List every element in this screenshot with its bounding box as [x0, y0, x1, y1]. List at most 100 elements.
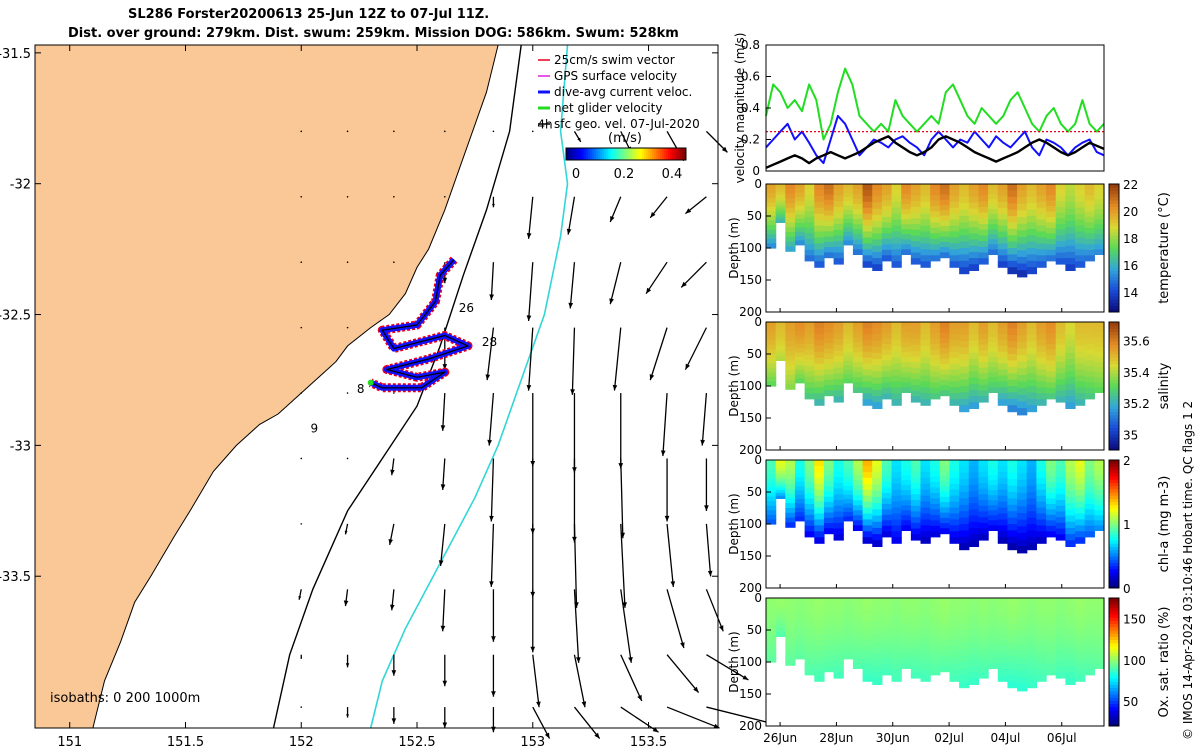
temperature-cell: [862, 231, 873, 239]
chl-a-cell: [872, 460, 883, 467]
oxygen-cell: [1046, 619, 1057, 627]
geo-vector-head: [390, 604, 395, 611]
salinity-cell: [1065, 396, 1076, 403]
oxygen-cell: [833, 643, 844, 651]
salinity-cell: [949, 351, 960, 359]
chl-a-cell: [959, 492, 970, 499]
oxygen-cell: [1055, 609, 1066, 616]
oxygen-cell: [997, 633, 1009, 641]
salinity-colorbar-tick-label: 35.6: [1123, 335, 1150, 349]
salinity-cell: [1046, 382, 1057, 389]
chl-a-cell: [930, 470, 941, 478]
oxygen-y-tick-label: 50: [747, 623, 762, 637]
chl-a-cell: [949, 531, 960, 538]
chl-a-cell: [1075, 501, 1086, 509]
temperature-cell: [843, 218, 854, 224]
chl-a-cell: [1075, 507, 1086, 515]
geo-vector: [666, 706, 720, 729]
oxygen-cell: [1055, 615, 1066, 622]
salinity-cell: [775, 335, 786, 340]
x-tick-label: 151.5: [167, 735, 204, 750]
chl-a-cell: [1084, 531, 1095, 538]
chl-a-colorbar-cell: [1109, 540, 1119, 544]
chl-a-cell: [1007, 530, 1018, 538]
oxygen-cell: [959, 668, 970, 676]
salinity-colorbar-cell: [1109, 344, 1119, 349]
oxygen-cell: [872, 604, 883, 611]
temperature-cell: [939, 199, 951, 206]
salinity-cell: [978, 322, 989, 329]
salinity-cell: [794, 374, 806, 380]
oxygen-cell: [1065, 598, 1076, 605]
oxygen-cell: [949, 657, 960, 664]
temperature-cell: [968, 245, 980, 253]
oxygen-cell: [872, 610, 883, 618]
temperature-cell: [1046, 211, 1057, 218]
chl-a-cell: [910, 528, 922, 535]
chl-a-cell: [881, 470, 893, 478]
temperature-cell: [1026, 228, 1037, 236]
oxygen-cell: [852, 633, 864, 639]
temperature-cell: [891, 207, 902, 215]
oxygen-cell: [823, 619, 835, 625]
salinity-cell: [1007, 322, 1018, 329]
temperature-cell: [1026, 235, 1037, 243]
temperature-cell: [1036, 261, 1047, 268]
salinity-cell: [833, 379, 844, 386]
temperature-cell: [988, 219, 999, 225]
chl-a-cell: [814, 471, 825, 479]
salinity-cell: [766, 344, 777, 351]
salinity-cell: [766, 335, 777, 341]
temperature-cell: [910, 206, 922, 214]
oxygen-cell: [930, 630, 941, 637]
salinity-cell: [939, 337, 951, 344]
oxygen-colorbar-cell: [1109, 700, 1119, 705]
temperature-cell: [1036, 255, 1047, 262]
salinity-cell: [1036, 333, 1047, 341]
oxygen-cell: [833, 632, 844, 639]
temperature-cell: [920, 213, 931, 221]
chl-a-cell: [997, 465, 1009, 473]
chl-a-cell: [843, 512, 854, 518]
salinity-cell: [881, 382, 893, 389]
temperature-colorbar-cell: [1109, 219, 1119, 223]
salinity-cell: [852, 332, 864, 338]
salinity-cell: [968, 371, 980, 379]
oxygen-cell: [843, 598, 854, 603]
geo-vector: [490, 523, 495, 587]
temperature-cell: [833, 195, 844, 202]
oxygen-cell: [939, 655, 951, 662]
salinity-cell: [891, 357, 902, 365]
geo-vector-head: [577, 137, 581, 142]
oxygen-colorbar-cell: [1109, 617, 1119, 621]
temperature-cell: [794, 184, 806, 189]
chl-a-cell: [997, 495, 1009, 503]
temperature-cell: [959, 203, 970, 211]
temperature-cell: [978, 189, 989, 197]
chl-a-cell: [843, 507, 854, 513]
chl-a-colorbar-cell: [1109, 543, 1119, 547]
oxygen-cell: [804, 658, 815, 665]
chl-a-cell: [833, 528, 844, 535]
geo-vector: [439, 523, 446, 566]
oxygen-cell: [959, 610, 970, 618]
colorbar-cell: [624, 148, 627, 160]
temperature-cell: [1094, 194, 1105, 200]
salinity-cell: [862, 393, 873, 400]
chl-a-cell: [1094, 470, 1105, 476]
temperature-cell: [1075, 213, 1086, 221]
chl-a-cell: [920, 465, 931, 473]
chl-a-cell: [862, 537, 873, 544]
salinity-cell: [1075, 387, 1086, 394]
temperature-cell: [930, 249, 941, 256]
chl-a-cell: [920, 495, 931, 503]
temperature-cell: [949, 213, 960, 221]
chl-a-cell: [1055, 534, 1066, 541]
oxygen-cell: [862, 598, 873, 605]
temperature-cell: [785, 184, 796, 190]
oxygen-cell: [1017, 604, 1028, 612]
temperature-cell: [1026, 248, 1037, 255]
colorbar-cell: [670, 148, 673, 160]
oxygen-cell: [1017, 684, 1028, 692]
